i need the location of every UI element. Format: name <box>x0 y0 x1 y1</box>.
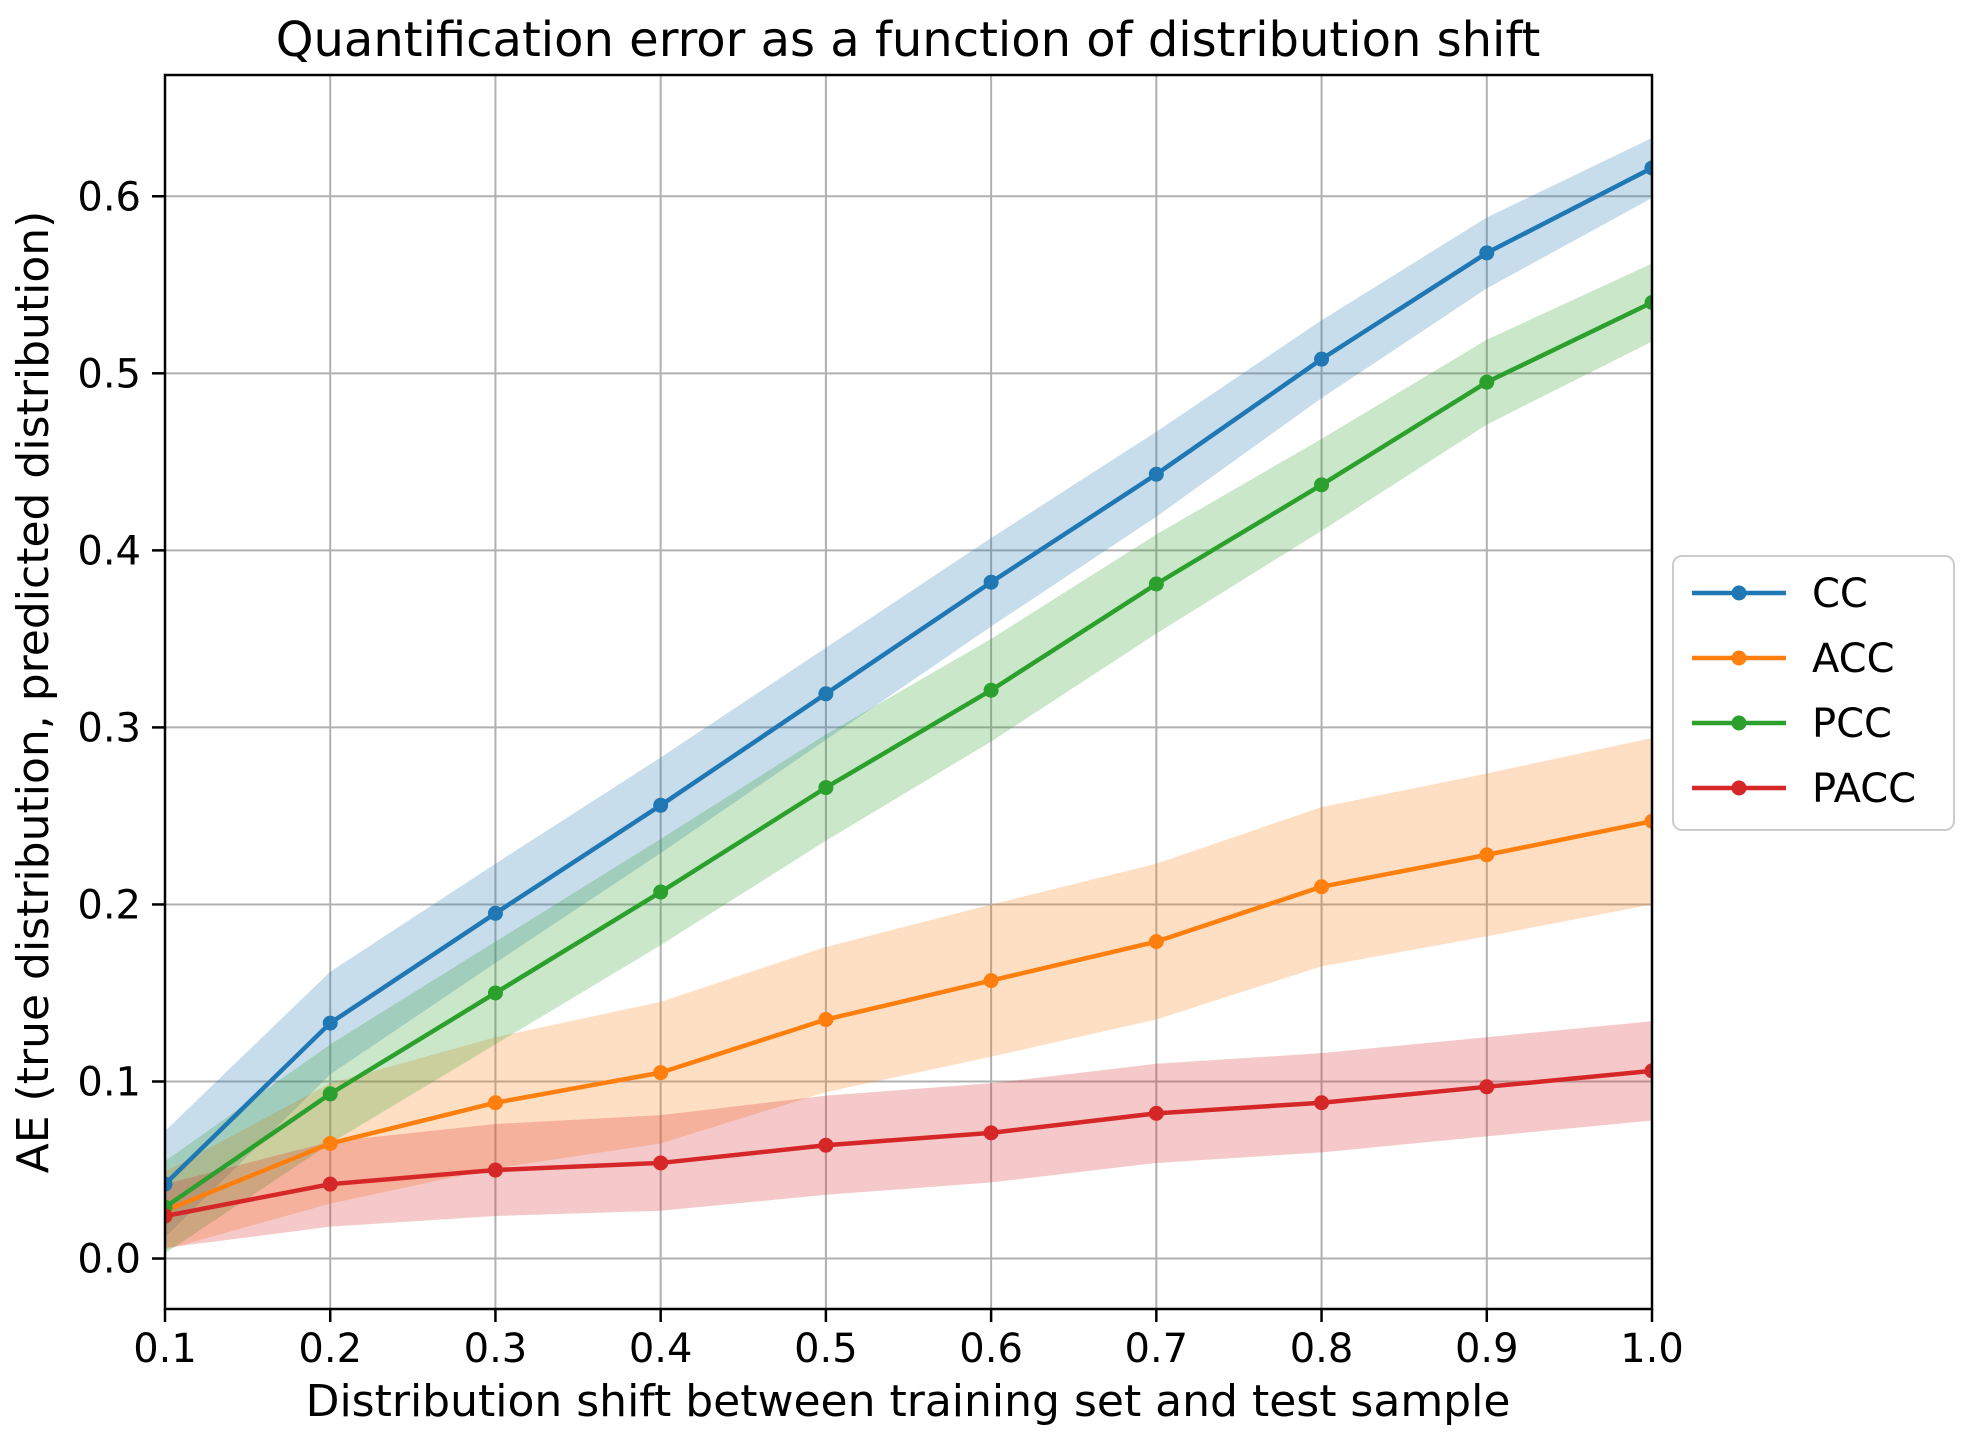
marker-CC <box>983 574 999 590</box>
y-tick-label: 0.5 <box>77 351 141 397</box>
x-tick-label: 0.1 <box>133 1326 197 1372</box>
marker-ACC <box>983 973 999 989</box>
legend-entry-acc: ACC <box>1692 636 1895 682</box>
marker-PACC <box>653 1155 669 1171</box>
y-tick-label: 0.3 <box>77 705 141 751</box>
legend-box <box>1672 555 1955 831</box>
y-tick-label: 0.0 <box>77 1237 141 1283</box>
y-tick-label: 0.4 <box>77 528 141 574</box>
marker-PCC <box>487 985 503 1001</box>
x-tick-label: 0.2 <box>298 1326 362 1372</box>
marker-PCC <box>818 780 834 796</box>
plot-border <box>163 73 1654 1311</box>
marker-PCC <box>1644 295 1652 310</box>
series-line-PACC <box>165 1068 1652 1219</box>
chart-title: Quantification error as a function of di… <box>276 12 1541 68</box>
marker-ACC <box>1479 847 1495 863</box>
y-tick-label: 0.1 <box>77 1059 141 1105</box>
marker-CC <box>653 797 669 813</box>
marker-PACC <box>818 1137 834 1153</box>
marker-PACC <box>1644 1063 1652 1079</box>
marker-PCC <box>1148 576 1164 592</box>
data-layer <box>165 137 1652 1254</box>
x-axis-label: Distribution shift between training set … <box>306 1376 1511 1427</box>
marker-CC <box>818 686 834 702</box>
series-line-PCC <box>165 300 1652 1210</box>
y-tick-label: 0.2 <box>77 882 141 928</box>
marker-ACC <box>1314 879 1330 895</box>
marker-PCC <box>322 1086 338 1102</box>
legend-label: ACC <box>1812 636 1895 682</box>
legend-marker-icon <box>1731 715 1747 731</box>
legend-label: PCC <box>1812 701 1892 747</box>
marker-CC <box>322 1015 338 1031</box>
marker-PCC <box>1479 374 1495 390</box>
y-tick-label: 0.6 <box>77 174 141 220</box>
series-line-CC <box>165 165 1652 1187</box>
x-tick-label: 0.8 <box>1290 1326 1354 1372</box>
legend-marker-icon <box>1731 585 1747 601</box>
marker-ACC <box>322 1135 338 1151</box>
marker-PACC <box>983 1125 999 1141</box>
marker-PCC <box>1314 477 1330 493</box>
band-PACC <box>165 1021 1652 1248</box>
tick-layer: 0.1 0.2 0.3 0.4 0.5 0.6 0.7 0.8 0.9 1.0 0.0 0.1 0.2 0… <box>77 174 1683 1372</box>
marker-PACC <box>1314 1095 1330 1111</box>
y-axis-label: AE (true distribution, predicted distrib… <box>8 211 59 1174</box>
series-line-ACC <box>165 818 1652 1213</box>
marker-ACC <box>487 1095 503 1111</box>
marker-PACC <box>1479 1079 1495 1095</box>
x-tick-label: 0.5 <box>794 1326 858 1372</box>
legend-entry-cc: CC <box>1692 571 1868 617</box>
legend-marker-icon <box>1731 780 1747 796</box>
marker-CC <box>1148 466 1164 482</box>
legend: CC ACC PCC PACC <box>1672 555 1955 831</box>
marker-CC <box>1479 245 1495 261</box>
marker-CC <box>1644 160 1652 176</box>
legend-label: PACC <box>1812 766 1916 812</box>
marker-CC <box>1314 351 1330 367</box>
marker-PCC <box>653 884 669 900</box>
band-CC <box>165 137 1652 1238</box>
marker-PACC <box>165 1208 173 1224</box>
marker-ACC <box>1644 813 1652 829</box>
legend-marker-icon <box>1731 650 1747 666</box>
x-tick-label: 0.3 <box>464 1326 528 1372</box>
marker-ACC <box>1148 934 1164 950</box>
marker-PACC <box>1148 1105 1164 1121</box>
x-tick-label: 0.6 <box>959 1326 1023 1372</box>
marker-PCC <box>983 682 999 698</box>
legend-entry-pacc: PACC <box>1692 766 1916 812</box>
x-tick-label: 1.0 <box>1620 1326 1684 1372</box>
x-tick-label: 0.9 <box>1455 1326 1519 1372</box>
marker-ACC <box>653 1065 669 1081</box>
marker-ACC <box>818 1012 834 1028</box>
marker-CC <box>165 1176 173 1192</box>
marker-PACC <box>322 1176 338 1192</box>
x-tick-label: 0.4 <box>629 1326 693 1372</box>
marker-CC <box>487 905 503 921</box>
legend-entry-pcc: PCC <box>1692 701 1892 747</box>
band-ACC <box>165 738 1652 1250</box>
x-tick-label: 0.7 <box>1125 1326 1189 1372</box>
legend-label: CC <box>1812 571 1868 617</box>
marker-PACC <box>487 1162 503 1178</box>
